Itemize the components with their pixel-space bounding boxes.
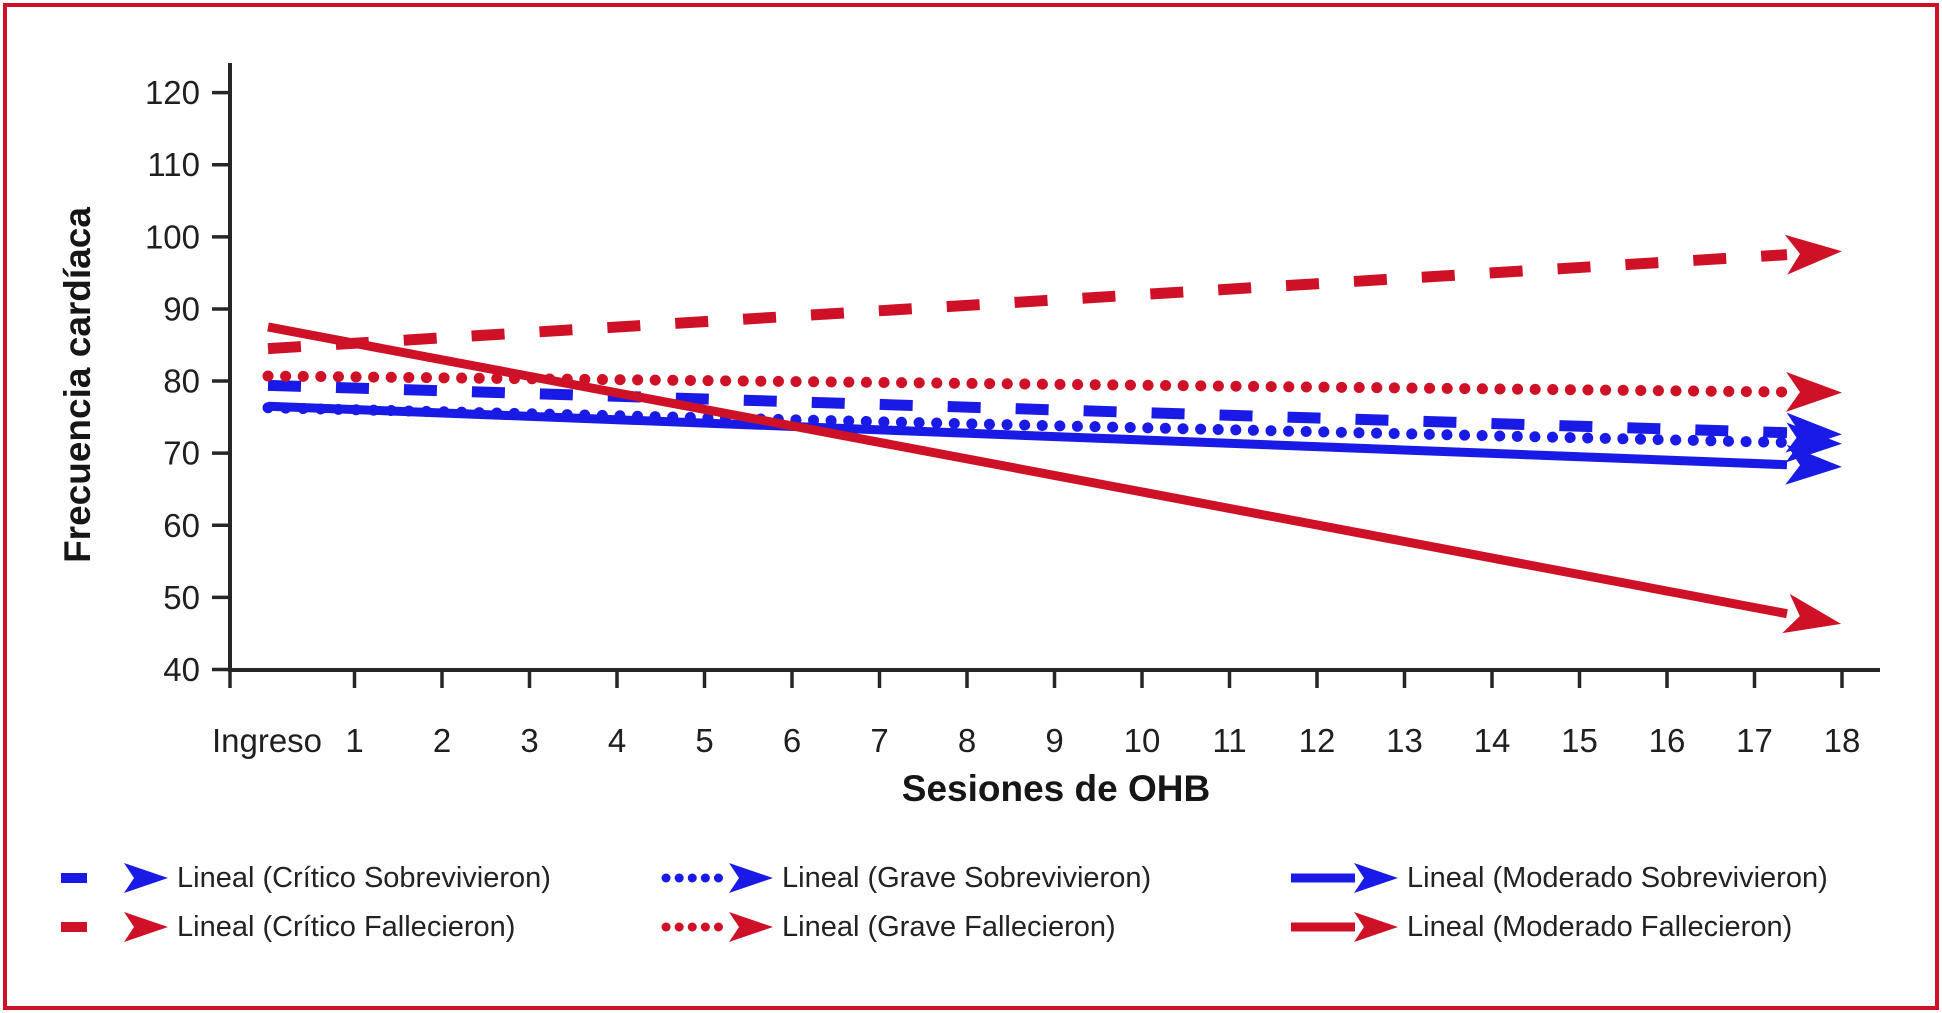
x-tick-label: 13 [1386,722,1423,759]
y-tick-label: 110 [147,146,200,183]
y-tick-label: 60 [163,507,200,544]
x-tick-label: 10 [1124,722,1161,759]
legend-label: Lineal (Moderado Fallecieron) [1407,910,1793,943]
legend-item: Lineal (Moderado Sobrevivieron) [1285,856,1922,900]
legend-item: Lineal (Crítico Sobrevivieron) [55,856,660,900]
x-tick-label: 7 [870,722,888,759]
legend-swatch-dotted [661,912,773,942]
x-tick-label: 8 [958,722,976,759]
chart-legend: Lineal (Crítico Sobrevivieron) Lineal (Gr… [55,856,1922,949]
legend-swatch-dashed [61,912,168,942]
trend-line-dotted-blue [262,402,1842,463]
x-tick-label: 11 [1212,722,1246,759]
x-tick-label: Ingreso [212,722,322,759]
y-tick-label: 120 [145,74,200,111]
legend-item: Lineal (Moderado Fallecieron) [1285,905,1922,949]
legend-label: Lineal (Crítico Fallecieron) [177,910,516,943]
x-tick-label: 6 [783,722,801,759]
x-tick-label: 12 [1299,722,1336,759]
y-tick-label: 90 [163,290,200,327]
y-tick-label: 80 [163,363,200,400]
x-tick-label: 16 [1649,722,1686,759]
x-tick-label: 5 [695,722,713,759]
y-tick-label: 40 [163,651,200,688]
x-axis-title: Sesiones de OHB [901,768,1211,809]
trend-line-solid-blue [267,401,1842,485]
y-tick-label: 50 [163,579,200,616]
x-tick-label: 3 [520,722,538,759]
trend-line-solid-red [267,322,1842,634]
legend-swatch-solid [1291,912,1398,942]
trend-line-dotted-red [262,370,1842,412]
y-axis-title: Frecuencia cardíaca [57,207,98,563]
legend-swatch-dashed [61,863,168,893]
x-tick-label: 17 [1736,722,1773,759]
trend-line-dashed-red [267,234,1842,355]
legend-swatch-dotted [661,863,773,893]
legend-item: Lineal (Grave Sobrevivieron) [660,856,1285,900]
legend-label: Lineal (Grave Sobrevivieron) [782,861,1152,894]
y-tick-label: 70 [163,435,200,472]
y-tick-label: 100 [145,218,200,255]
legend-item: Lineal (Grave Fallecieron) [660,905,1285,949]
legend-item: Lineal (Crítico Fallecieron) [55,905,660,949]
legend-label: Lineal (Moderado Sobrevivieron) [1407,861,1828,894]
x-tick-label: 9 [1045,722,1063,759]
x-tick-label: 14 [1474,722,1511,759]
x-tick-label: 1 [345,722,363,759]
x-tick-label: 18 [1824,722,1861,759]
x-tick-label: 2 [433,722,451,759]
x-tick-label: 15 [1561,722,1598,759]
legend-label: Lineal (Crítico Sobrevivieron) [177,861,551,894]
legend-swatch-solid [1291,863,1398,893]
legend-label: Lineal (Grave Fallecieron) [782,910,1116,943]
trend-line-dashed-blue [267,379,1842,453]
x-tick-label: 4 [608,722,626,759]
